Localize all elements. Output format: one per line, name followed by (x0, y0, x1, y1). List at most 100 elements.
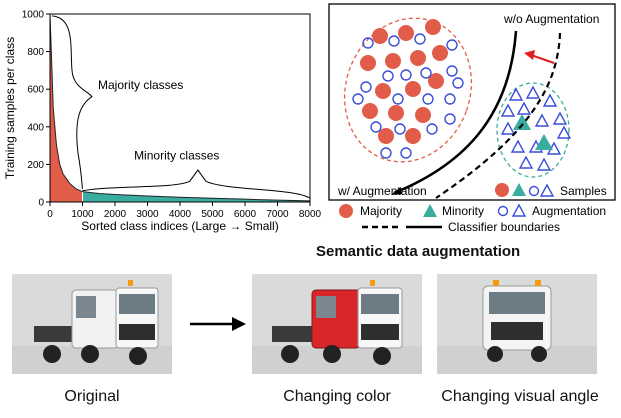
majority-sample (428, 73, 444, 89)
minority-augmented-sample (518, 155, 534, 169)
minority-augmented-sample (534, 113, 550, 127)
legend-minority-label: Minority (442, 204, 484, 218)
majority-augmented-sample (392, 93, 404, 105)
caption-original: Original (64, 388, 120, 405)
majority-augmented-sample (446, 39, 458, 51)
majority-augmented-sample (400, 147, 412, 159)
minority-augmented-samples (500, 85, 572, 171)
label-wo-augmentation: w/o Augmentation (503, 12, 599, 26)
minority-augmented-sample (516, 101, 532, 115)
minority-augmented-sample (525, 85, 541, 99)
minority-samples (513, 114, 553, 150)
augmentation-diagram: w/o Augmentation w/ Augmentation Samples… (328, 3, 616, 234)
majority-sample (405, 128, 421, 144)
y-tick-label: 0 (38, 198, 44, 209)
caption-changing-angle: Changing visual angle (441, 388, 599, 405)
minority-brace (82, 169, 311, 199)
samples-majority-dot (495, 183, 509, 197)
legend-augmentation-label: Augmentation (532, 204, 606, 218)
majority-augmented-sample (362, 37, 374, 49)
truck-photo-front-view (437, 274, 597, 374)
y-tick-label: 1000 (22, 10, 45, 21)
majority-augmented-samples (352, 33, 464, 159)
majority-sample (388, 105, 404, 121)
majority-sample (385, 53, 401, 69)
chart-plot-area: 0 1000 2000 3000 4000 5000 6000 7000 8000 0 200 400… (3, 10, 322, 234)
x-tick-label: 4000 (169, 209, 192, 220)
legend-aug-circle (497, 205, 509, 217)
shift-arrow-head (524, 50, 535, 60)
majority-sample (362, 103, 378, 119)
minority-cluster-boundary (496, 82, 570, 178)
chart-frame (49, 13, 311, 203)
majority-sample (372, 28, 388, 44)
x-tick-label: 2000 (104, 209, 127, 220)
truck-icon (12, 280, 172, 374)
samples-aug-circle (528, 185, 540, 197)
majority-sample (360, 55, 376, 71)
x-tick-label: 5000 (201, 209, 224, 220)
minority-augmented-sample (542, 93, 558, 107)
majority-augmented-sample (382, 70, 394, 82)
x-tick-label: 1000 (71, 209, 94, 220)
majority-augmented-sample (452, 77, 464, 89)
majority-augmented-sample (444, 113, 456, 125)
minority-augmented-sample (500, 103, 516, 117)
majority-augmented-sample (370, 121, 382, 133)
majority-samples (360, 19, 448, 144)
truck-icon-recolored (252, 280, 422, 374)
majority-augmented-sample (388, 35, 400, 47)
majority-augmented-sample (380, 147, 392, 159)
majority-area (50, 14, 83, 202)
minority-augmented-sample (536, 157, 552, 171)
majority-augmented-sample (400, 69, 412, 81)
boundary-with-augmentation-arrowhead (391, 187, 402, 195)
majority-augmented-sample (426, 123, 438, 135)
caption-changing-color: Changing color (283, 388, 391, 405)
majority-augmented-sample (420, 67, 432, 79)
legend-minority-marker (423, 204, 437, 217)
samples-minority-triangle (512, 183, 526, 196)
legend-aug-triangle (511, 203, 527, 217)
x-axis-label: Sorted class indices (Large → Small) (81, 219, 278, 233)
label-w-augmentation: w/ Augmentation (337, 184, 427, 198)
majority-sample (405, 81, 421, 97)
majority-sample (432, 45, 448, 61)
minority-sample (535, 134, 553, 150)
majority-augmented-sample (360, 81, 372, 93)
majority-brace (51, 15, 93, 189)
majority-augmented-sample (352, 93, 364, 105)
boundary-with-augmentation (393, 30, 518, 195)
majority-sample (425, 19, 441, 35)
minority-augmented-sample (500, 121, 516, 135)
minority-augmented-sample (552, 111, 568, 125)
legend-classifier-label: Classifier boundaries (448, 220, 560, 234)
minority-augmented-sample (556, 125, 572, 139)
annotation-minority: Minority classes (134, 149, 219, 163)
majority-sample (378, 128, 394, 144)
majority-sample (375, 83, 391, 99)
distribution-curve (49, 13, 311, 202)
samples-label: Samples (560, 184, 607, 198)
diagram-border (328, 3, 616, 201)
majority-sample (398, 25, 414, 41)
truck-icon-front (437, 280, 597, 374)
annotation-majority: Majority classes (98, 78, 183, 92)
boundary-without-augmentation (435, 32, 562, 199)
majority-sample (410, 50, 426, 66)
y-tick-label: 800 (27, 47, 44, 58)
shift-arrow (530, 54, 555, 64)
minority-augmented-sample (510, 139, 526, 153)
x-tick-label: 3000 (136, 209, 159, 220)
long-tail-distribution-chart: 0 1000 2000 3000 4000 5000 6000 7000 8000 0 200 400… (3, 10, 322, 234)
y-axis-label: Training samples per class (3, 37, 17, 179)
majority-augmented-sample (444, 93, 456, 105)
truck-photo-original (12, 274, 172, 374)
majority-augmented-sample (446, 65, 458, 77)
section-title: Semantic data augmentation (316, 243, 521, 260)
majority-augmented-sample (422, 93, 434, 105)
y-tick-label: 400 (27, 122, 44, 133)
legend-majority-marker (339, 204, 353, 218)
samples-aug-triangle (539, 183, 555, 197)
arrow-right-icon (190, 317, 246, 331)
